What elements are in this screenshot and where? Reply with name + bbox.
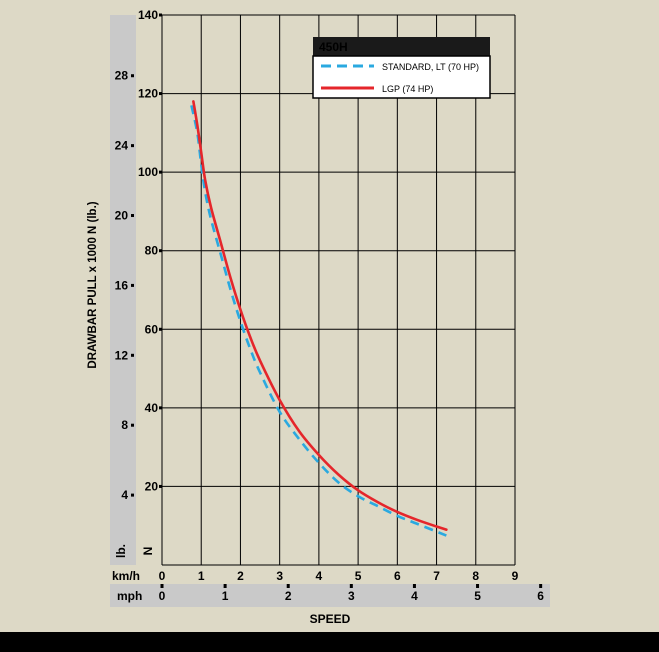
y-tick-n-label: 120 (138, 87, 158, 101)
x-tick-mph-mark (349, 584, 353, 588)
x-tick-mph-mark (412, 584, 416, 588)
chart-background (0, 0, 659, 632)
y-tick-lb-label: 16 (115, 278, 129, 292)
y-tick-n-label: 140 (138, 8, 158, 22)
series-layer (190, 100, 448, 537)
y-tick-lb-label: 4 (121, 488, 128, 502)
x-tick-mph-mark (476, 584, 480, 588)
x-tick-mph-mark (286, 584, 290, 588)
legend-label-standard: STANDARD, LT (70 HP) (382, 62, 479, 72)
chart-legend: 450H STANDARD, LT (70 HP) LGP (74 HP) (312, 37, 491, 99)
y-tick-lb-mark (131, 423, 134, 427)
x-tick-kmh-label: 1 (198, 569, 205, 583)
y-tick-lb-mark (131, 353, 134, 357)
y-tick-n-mark (159, 13, 162, 17)
legend-box (312, 55, 491, 99)
y-tick-n-mark (159, 406, 162, 410)
y-tick-n-label: 100 (138, 165, 158, 179)
y-axis-band (110, 15, 136, 565)
y-tick-lb-label: 12 (115, 348, 129, 362)
x-tick-mph-mark (160, 584, 164, 588)
y-tick-n-label: 60 (145, 322, 159, 336)
x-tick-kmh-label: 5 (355, 569, 362, 583)
x-tick-kmh-label: 4 (316, 569, 323, 583)
y-tick-lb-mark (131, 74, 134, 78)
x-tick-mph-label: 2 (285, 589, 292, 603)
x-tick-mph-mark (539, 584, 543, 588)
x-tick-kmh-label: 9 (512, 569, 519, 583)
y-tick-lb-label: 20 (115, 209, 129, 223)
x-axis-label: SPEED (310, 612, 351, 626)
y-tick-lb-mark (131, 144, 134, 148)
y-tick-lb-mark (131, 493, 134, 497)
y-tick-lb-label: 8 (121, 418, 128, 432)
footer-bar (0, 632, 659, 652)
y-tick-n-mark (159, 170, 162, 174)
legend-header (313, 37, 490, 56)
y-tick-n-mark (159, 484, 162, 488)
y-tick-n-label: 80 (145, 244, 159, 258)
x-tick-mph-mark (223, 584, 227, 588)
y-tick-lb-label: 28 (115, 69, 129, 83)
x-unit-mph: mph (117, 589, 142, 603)
x-tick-kmh-label: 2 (237, 569, 244, 583)
y-tick-n-label: 20 (145, 479, 159, 493)
x-tick-mph-label: 3 (348, 589, 355, 603)
legend-title: 450H (319, 40, 348, 54)
x-tick-mph-label: 4 (411, 589, 418, 603)
x-tick-mph-label: 0 (159, 589, 166, 603)
x-axis-band (110, 584, 550, 607)
y-tick-n-label: 40 (145, 401, 159, 415)
legend-label-lgp: LGP (74 HP) (382, 84, 433, 94)
x-tick-kmh-label: 8 (472, 569, 479, 583)
x-tick-mph-label: 1 (222, 589, 229, 603)
x-tick-kmh-label: 7 (433, 569, 440, 583)
y-tick-lb-mark (131, 283, 134, 287)
y-unit-n: N (141, 547, 155, 556)
y-tick-lb-mark (131, 214, 134, 218)
y-axis-label: DRAWBAR PULL x 1000 N (lb.) (87, 201, 99, 368)
x-tick-mph-label: 5 (474, 589, 481, 603)
x-tick-kmh-label: 6 (394, 569, 401, 583)
y-unit-lb: lb. (114, 544, 128, 558)
x-tick-mph-label: 6 (537, 589, 544, 603)
series-line-lgp (192, 100, 448, 531)
x-unit-kmh: km/h (112, 569, 140, 583)
y-tick-n-mark (159, 92, 162, 96)
x-tick-kmh-label: 0 (159, 569, 166, 583)
x-tick-kmh-label: 3 (276, 569, 283, 583)
y-tick-lb-label: 24 (115, 139, 129, 153)
y-tick-n-mark (159, 249, 162, 253)
y-tick-n-mark (159, 327, 162, 331)
